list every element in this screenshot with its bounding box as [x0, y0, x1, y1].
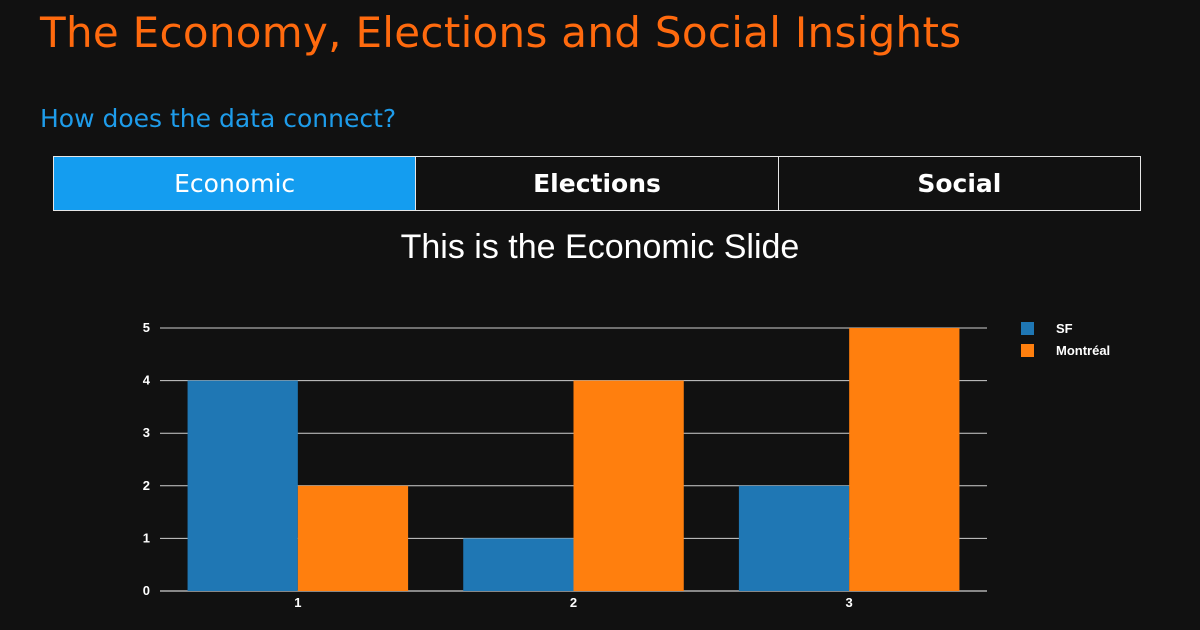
x-tick-label: 1: [294, 595, 301, 610]
y-tick-label: 0: [143, 583, 150, 598]
bar-montr-al-3: [849, 328, 960, 591]
page-title: The Economy, Elections and Social Insigh…: [40, 8, 962, 57]
tab-social[interactable]: Social: [917, 169, 1002, 198]
tab-bar: Economic Elections Social: [53, 156, 1141, 211]
legend-label: SF: [1056, 321, 1073, 336]
bar-montr-al-1: [297, 485, 409, 591]
x-tick-label: 2: [570, 595, 577, 610]
bar-sf-2: [463, 538, 574, 591]
chart-title: This is the Economic Slide: [400, 228, 800, 266]
bar-sf-1: [187, 380, 298, 591]
tab-elections[interactable]: Elections: [416, 157, 779, 210]
tab-economic[interactable]: Economic: [54, 157, 417, 210]
bar-sf-3: [738, 485, 850, 591]
y-tick-label: 4: [143, 373, 151, 388]
y-tick-label: 5: [143, 320, 150, 335]
page-subtitle: How does the data connect?: [40, 104, 397, 133]
legend-label: Montréal: [1056, 343, 1110, 358]
bar-montr-al-2: [573, 380, 684, 591]
y-tick-label: 1: [143, 530, 150, 545]
y-tick-label: 2: [143, 478, 150, 493]
x-tick-label: 3: [846, 595, 853, 610]
legend-swatch: [1021, 322, 1034, 335]
y-tick-label: 3: [143, 425, 150, 440]
legend-swatch: [1021, 344, 1034, 357]
